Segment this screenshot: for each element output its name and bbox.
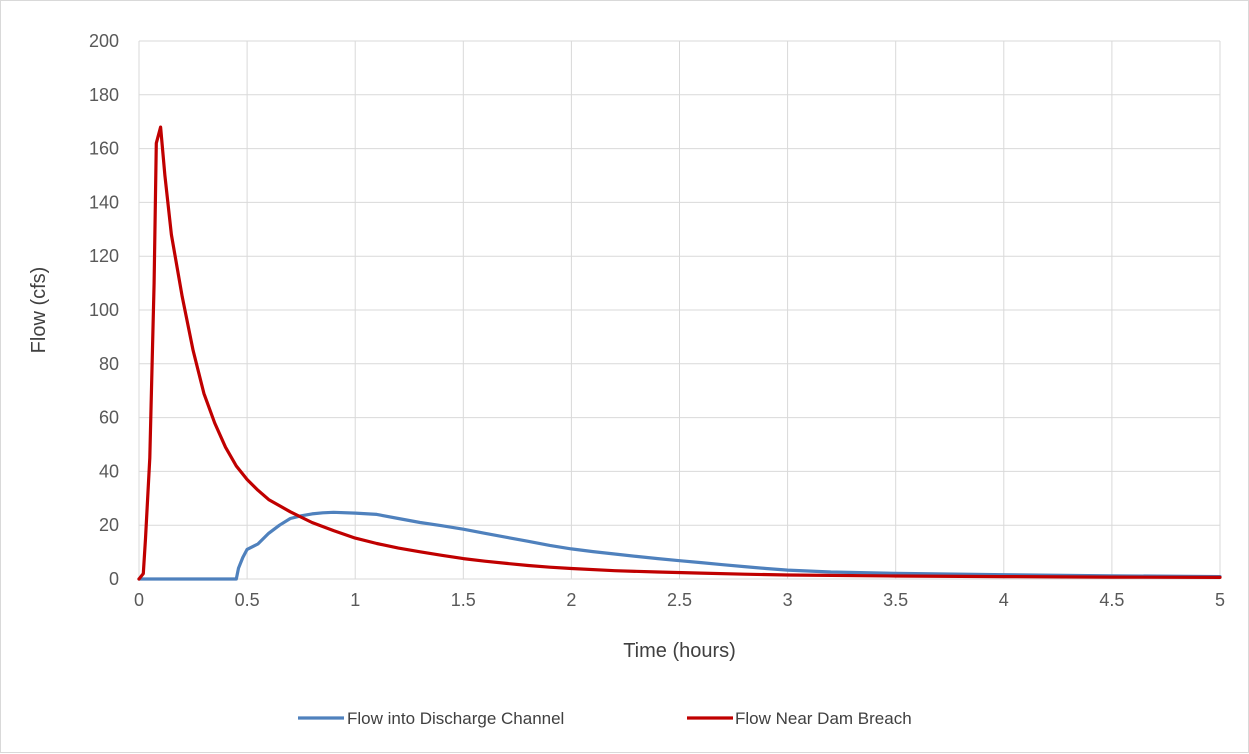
x-tick-label: 0 xyxy=(134,590,144,610)
series-line-dam-breach xyxy=(137,125,1222,581)
y-tick-label: 40 xyxy=(99,461,119,481)
series-line-discharge-channel xyxy=(137,510,1222,581)
x-tick-label: 3.5 xyxy=(883,590,908,610)
y-tick-label: 0 xyxy=(109,569,119,589)
x-tick-label: 2 xyxy=(566,590,576,610)
x-tick-label: 3 xyxy=(783,590,793,610)
x-tick-label: 0.5 xyxy=(235,590,260,610)
y-tick-label: 80 xyxy=(99,354,119,374)
y-tick-label: 160 xyxy=(89,139,119,159)
legend: Flow into Discharge Channel Flow Near Da… xyxy=(298,709,912,728)
y-tick-label: 180 xyxy=(89,85,119,105)
y-axis-title: Flow (cfs) xyxy=(28,267,50,354)
legend-label-discharge-channel: Flow into Discharge Channel xyxy=(347,709,564,728)
tick-labels: 0 0.5 1 1.5 2 2.5 3 3.5 4 4.5 5 0 20 40 60 80 100 120 140 1… xyxy=(89,31,1225,610)
y-tick-label: 60 xyxy=(99,408,119,428)
y-tick-label: 140 xyxy=(89,192,119,212)
x-tick-label: 5 xyxy=(1215,590,1225,610)
x-axis-title: Time (hours) xyxy=(623,640,736,662)
gridlines xyxy=(138,40,1221,580)
x-tick-label: 1 xyxy=(350,590,360,610)
y-tick-label: 120 xyxy=(89,246,119,266)
x-tick-label: 2.5 xyxy=(667,590,692,610)
series-lines xyxy=(137,125,1222,581)
x-tick-label: 4 xyxy=(999,590,1009,610)
y-tick-label: 100 xyxy=(89,300,119,320)
legend-label-dam-breach: Flow Near Dam Breach xyxy=(735,709,912,728)
x-tick-label: 4.5 xyxy=(1099,590,1124,610)
x-tick-label: 1.5 xyxy=(451,590,476,610)
y-tick-label: 20 xyxy=(99,515,119,535)
y-tick-label: 200 xyxy=(89,31,119,51)
